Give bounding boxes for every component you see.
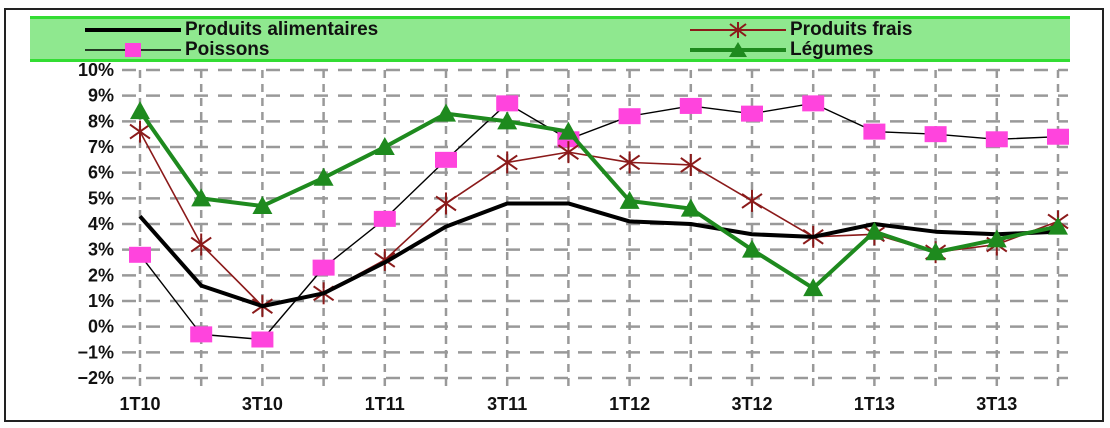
legend-item-poissons: Poissons (85, 39, 270, 60)
data-point-poissons (1047, 128, 1069, 145)
y-tick-label: −1% (77, 342, 114, 362)
data-point-legumes (313, 167, 334, 186)
data-point-legumes (252, 196, 273, 215)
data-point-poissons (679, 97, 702, 114)
y-tick-label: 3% (88, 240, 114, 260)
y-tick-label: 6% (88, 163, 114, 183)
star-stroke (619, 154, 641, 171)
series-poissons (129, 95, 1069, 348)
y-tick-label: 5% (88, 188, 114, 208)
y-tick-label: 9% (88, 86, 114, 106)
data-point-poissons (251, 331, 274, 348)
data-point-poissons (496, 95, 519, 112)
data-point-produits-frais (741, 189, 763, 212)
data-point-poissons (802, 95, 825, 112)
x-tick-label: 1T13 (854, 394, 895, 414)
legend-item-produits-frais: Produits frais (690, 19, 913, 40)
data-point-legumes (925, 242, 946, 261)
data-point-legumes (374, 137, 395, 155)
data-point-legumes (558, 121, 579, 140)
star-stroke (190, 236, 212, 253)
legend-label-produits-frais: Produits frais (790, 19, 913, 40)
y-axis-ticks: 10% 9% 8% 7% 6% 5% 4% 3% 2% 1% 0% −1% −2% (77, 60, 114, 388)
legend-swatch-produits-frais (690, 22, 786, 38)
y-tick-label: 4% (88, 214, 114, 234)
data-point-produits-frais (190, 233, 212, 256)
data-point-legumes (1048, 216, 1068, 235)
series-line-legumes (138, 109, 1059, 291)
data-point-poissons (190, 326, 213, 343)
data-point-poissons (373, 210, 396, 227)
data-point-poissons (741, 105, 763, 122)
series-line-produits-alimentaires (138, 201, 1059, 309)
x-tick-label: 3T12 (731, 394, 772, 414)
data-point-legumes (680, 198, 701, 217)
data-point-produits-frais (557, 141, 579, 164)
data-point-poissons (863, 123, 886, 140)
data-point-legumes (864, 221, 885, 240)
series-legumes (130, 101, 1068, 297)
legend-label-legumes: Légumes (790, 39, 874, 60)
legend-item-legumes: Légumes (690, 39, 874, 60)
y-tick-label: 10% (78, 60, 114, 80)
data-point-legumes (130, 101, 150, 120)
chart-series (129, 95, 1069, 348)
star-stroke (435, 195, 457, 212)
legend-swatch-poissons (85, 43, 181, 57)
legend-label-produits-alimentaires: Produits alimentaires (185, 19, 379, 40)
data-point-legumes (497, 111, 518, 130)
x-tick-label: 3T11 (487, 394, 527, 414)
series-line-poissons (139, 102, 1059, 341)
data-point-produits-frais (435, 192, 457, 215)
data-point-produits-frais (129, 120, 151, 143)
legend-swatch-legumes (690, 42, 786, 57)
data-point-legumes (803, 278, 824, 297)
data-point-poissons (435, 151, 457, 168)
y-tick-label: −2% (77, 368, 114, 388)
x-axis-ticks: 1T10 3T10 1T11 3T11 1T12 3T12 1T13 3T13 (119, 394, 1017, 414)
star-stroke (129, 123, 151, 140)
y-tick-label: 1% (88, 291, 114, 311)
star-stroke (496, 154, 518, 171)
star-stroke (741, 193, 763, 209)
legend-item-produits-alimentaires: Produits alimentaires (85, 19, 379, 40)
x-tick-label: 3T13 (976, 394, 1017, 414)
data-point-legumes (619, 190, 640, 209)
data-point-poissons (985, 131, 1008, 148)
data-point-legumes (436, 103, 456, 122)
x-tick-label: 3T10 (242, 394, 283, 414)
chart-legend: Produits alimentaires Produits frais Poi… (30, 16, 1070, 62)
y-tick-label: 0% (88, 317, 114, 337)
x-tick-label: 1T11 (365, 394, 405, 414)
data-point-produits-frais (496, 151, 518, 174)
data-point-poissons (924, 126, 947, 143)
legend-swatch-produits-alimentaires (85, 28, 181, 32)
data-point-legumes (742, 239, 762, 258)
data-point-poissons (618, 108, 641, 125)
data-point-produits-frais (680, 153, 702, 176)
data-point-legumes (191, 188, 212, 207)
data-point-produits-frais (619, 151, 641, 174)
data-point-poissons (129, 246, 151, 263)
series-line-produits-frais (139, 131, 1059, 307)
x-tick-label: 1T12 (609, 394, 650, 414)
legend-label-poissons: Poissons (185, 39, 270, 60)
star-stroke (680, 157, 702, 173)
y-tick-label: 7% (88, 137, 114, 157)
y-tick-label: 8% (88, 111, 114, 131)
data-point-poissons (312, 259, 335, 276)
series-produits-alimentaires (138, 201, 1059, 309)
star-stroke (557, 144, 579, 160)
y-tick-label: 2% (88, 265, 114, 285)
x-tick-label: 1T10 (119, 394, 160, 414)
series-produits-frais (129, 120, 1069, 318)
data-point-legumes (986, 229, 1007, 248)
